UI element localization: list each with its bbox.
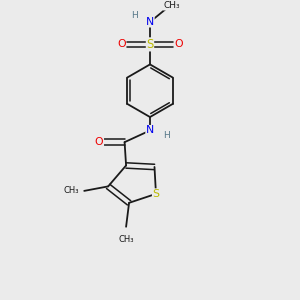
- Text: O: O: [174, 39, 183, 50]
- Text: H: H: [163, 131, 170, 140]
- Text: S: S: [146, 38, 154, 51]
- Text: N: N: [146, 17, 154, 27]
- Text: O: O: [117, 39, 126, 50]
- Text: S: S: [152, 189, 160, 199]
- Text: CH₃: CH₃: [163, 1, 180, 10]
- Text: CH₃: CH₃: [118, 235, 134, 244]
- Text: CH₃: CH₃: [64, 186, 80, 195]
- Text: N: N: [146, 125, 154, 136]
- Text: H: H: [131, 11, 138, 20]
- Text: O: O: [95, 137, 103, 147]
